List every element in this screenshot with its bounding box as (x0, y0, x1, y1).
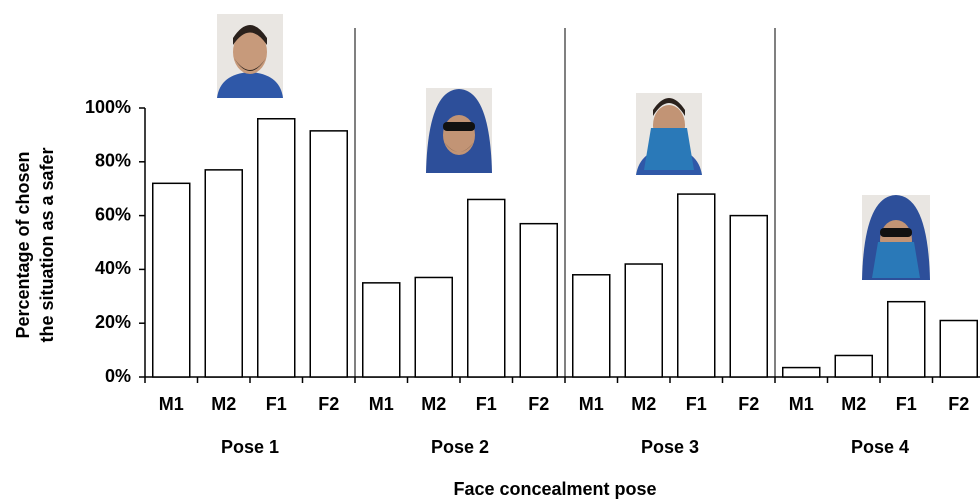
x-tick-label: F2 (738, 394, 759, 414)
bar (204, 169, 243, 378)
y-tick-label: 20% (95, 312, 131, 332)
bar (152, 182, 191, 378)
y-axis-label: the situation as a safer (37, 147, 57, 342)
x-tick-label: F1 (896, 394, 917, 414)
bar (519, 222, 558, 378)
x-tick-label: M2 (841, 394, 866, 414)
group-label: Pose 1 (221, 437, 279, 457)
group-label: Pose 3 (641, 437, 699, 457)
x-tick-label: F2 (948, 394, 969, 414)
photo-pose-1 (217, 14, 283, 98)
x-tick-label: F1 (266, 394, 287, 414)
x-tick-label: M2 (421, 394, 446, 414)
x-axis-label: Face concealment pose (453, 479, 656, 499)
x-tick-label: F1 (476, 394, 497, 414)
x-tick-label: M1 (789, 394, 814, 414)
bar (887, 300, 926, 378)
y-tick-label: 60% (95, 204, 131, 224)
x-tick-label: M2 (631, 394, 656, 414)
x-tick-label: F2 (528, 394, 549, 414)
y-tick-label: 80% (95, 151, 131, 171)
photo-pose-3 (636, 93, 702, 175)
x-tick-label: M2 (211, 394, 236, 414)
y-tick-label: 0% (105, 366, 131, 386)
group-label: Pose 4 (851, 437, 909, 457)
photos (217, 14, 930, 280)
group-label: Pose 2 (431, 437, 489, 457)
photo-pose-2 (426, 88, 492, 173)
bar (257, 118, 296, 378)
bar (834, 354, 873, 378)
x-tick-label: F2 (318, 394, 339, 414)
bar (624, 263, 663, 378)
bar (782, 366, 821, 378)
bar (939, 319, 978, 378)
y-tick-label: 100% (85, 97, 131, 117)
bar (309, 130, 348, 378)
bar (414, 276, 453, 378)
x-tick-label: M1 (579, 394, 604, 414)
y-tick-label: 40% (95, 258, 131, 278)
bar (572, 274, 611, 378)
bar (729, 214, 768, 378)
bar (362, 282, 401, 378)
bar (467, 198, 506, 378)
bar (677, 193, 716, 378)
y-axis-label: Percentage of chosen (13, 151, 33, 338)
x-tick-label: M1 (159, 394, 184, 414)
x-tick-label: M1 (369, 394, 394, 414)
x-tick-label: F1 (686, 394, 707, 414)
photo-pose-4 (862, 195, 930, 280)
